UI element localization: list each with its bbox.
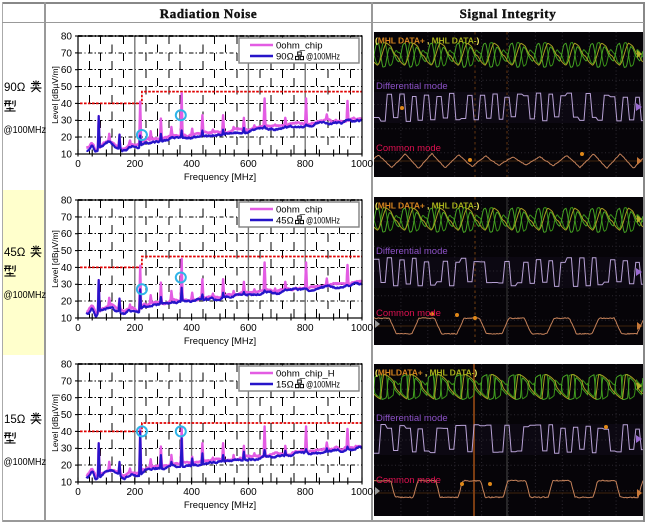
svg-text:@100MHz: @100MHz: [306, 52, 340, 63]
svg-text:@100MHz: @100MHz: [4, 125, 47, 136]
svg-text:20: 20: [61, 133, 73, 144]
svg-text:70: 70: [61, 376, 73, 387]
svg-text:70: 70: [61, 212, 73, 223]
svg-text:800: 800: [297, 487, 314, 498]
svg-text:Frequency [MHz]: Frequency [MHz]: [184, 500, 256, 511]
svg-text:Differential mode: Differential mode: [376, 413, 448, 424]
svg-text:Differential mode: Differential mode: [376, 246, 448, 257]
svg-text:60: 60: [61, 229, 73, 240]
svg-text:@100MHz: @100MHz: [306, 380, 340, 391]
svg-text:200: 200: [126, 159, 143, 170]
svg-text:50: 50: [61, 82, 73, 93]
svg-text:@100MHz: @100MHz: [4, 457, 47, 468]
svg-text:10: 10: [61, 149, 73, 160]
svg-text:70: 70: [61, 48, 73, 59]
svg-text:(MHL DATA+ , MHL DATA-): (MHL DATA+ , MHL DATA-): [375, 201, 479, 211]
svg-text:60: 60: [61, 393, 73, 404]
svg-text:600: 600: [240, 159, 257, 170]
svg-text:40: 40: [61, 427, 73, 438]
svg-text:1000: 1000: [351, 323, 374, 334]
svg-text:600: 600: [240, 487, 257, 498]
svg-text:Level [dBµV/m]: Level [dBµV/m]: [50, 66, 60, 124]
svg-text:15Ω: 15Ω: [4, 414, 26, 426]
svg-text:Common mode: Common mode: [376, 308, 441, 319]
svg-text:Level [dBµV/m]: Level [dBµV/m]: [50, 394, 60, 452]
svg-text:0ohm_chip_H: 0ohm_chip_H: [276, 369, 335, 380]
svg-text:0: 0: [75, 487, 81, 498]
svg-text:10: 10: [61, 313, 73, 324]
svg-text:0ohm_chip: 0ohm_chip: [276, 205, 322, 216]
svg-text:50: 50: [61, 410, 73, 421]
svg-text:30: 30: [61, 280, 73, 291]
svg-text:1000: 1000: [351, 159, 374, 170]
svg-text:200: 200: [126, 487, 143, 498]
svg-text:Common mode: Common mode: [376, 143, 441, 154]
svg-text:40: 40: [61, 99, 73, 110]
svg-text:15Ω: 15Ω: [276, 380, 294, 391]
svg-text:45Ω: 45Ω: [276, 216, 294, 227]
svg-text:Frequency [MHz]: Frequency [MHz]: [184, 172, 256, 183]
svg-text:@100MHz: @100MHz: [306, 216, 340, 227]
svg-text:90Ω: 90Ω: [276, 52, 294, 63]
svg-text:10: 10: [61, 477, 73, 488]
svg-text:800: 800: [297, 159, 314, 170]
svg-text:80: 80: [61, 195, 73, 206]
svg-text:30: 30: [61, 444, 73, 455]
svg-text:45Ω: 45Ω: [4, 247, 26, 259]
svg-text:80: 80: [61, 359, 73, 370]
svg-text:80: 80: [61, 31, 73, 42]
svg-text:1000: 1000: [351, 487, 374, 498]
svg-text:0ohm_chip: 0ohm_chip: [276, 41, 322, 52]
svg-text:800: 800: [297, 323, 314, 334]
svg-text:400: 400: [183, 323, 200, 334]
svg-text:60: 60: [61, 65, 73, 76]
svg-text:20: 20: [61, 297, 73, 308]
svg-text:90Ω: 90Ω: [4, 82, 26, 94]
svg-text:@100MHz: @100MHz: [4, 290, 47, 301]
svg-text:200: 200: [126, 323, 143, 334]
svg-text:400: 400: [183, 159, 200, 170]
svg-text:(MHL DATA+ , MHL DATA-): (MHL DATA+ , MHL DATA-): [375, 36, 479, 46]
svg-text:Frequency [MHz]: Frequency [MHz]: [184, 336, 256, 347]
svg-text:600: 600: [240, 323, 257, 334]
svg-text:Level [dBµV/m]: Level [dBµV/m]: [50, 230, 60, 288]
svg-text:40: 40: [61, 263, 73, 274]
svg-text:50: 50: [61, 246, 73, 257]
svg-text:20: 20: [61, 461, 73, 472]
svg-text:Differential mode: Differential mode: [376, 81, 448, 92]
svg-text:0: 0: [75, 159, 81, 170]
svg-text:0: 0: [75, 323, 81, 334]
svg-text:30: 30: [61, 116, 73, 127]
svg-text:(MHLDATA+ , MHL DATA-): (MHLDATA+ , MHL DATA-): [375, 368, 477, 378]
svg-text:400: 400: [183, 487, 200, 498]
svg-text:Common mode: Common mode: [376, 475, 441, 486]
